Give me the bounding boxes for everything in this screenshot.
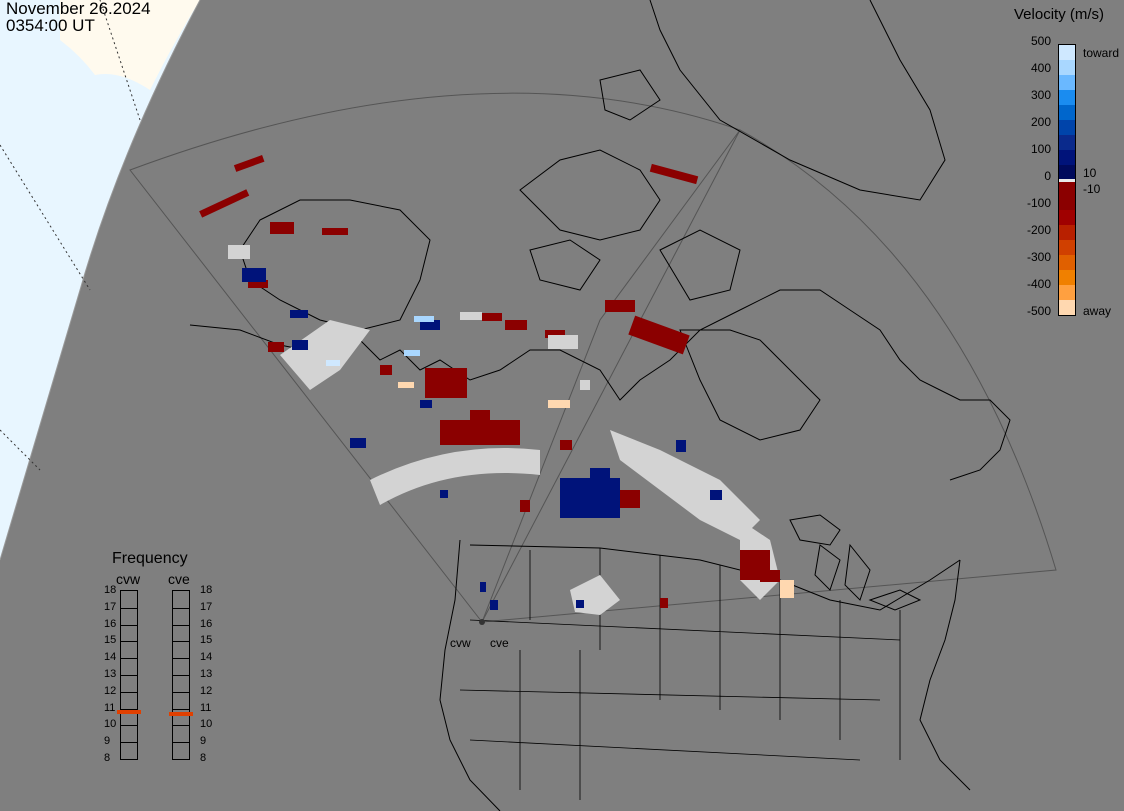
colorbar-tick: 100 — [1030, 142, 1051, 156]
date-label: November 26.2024 — [6, 0, 151, 18]
frequency-label: 15 — [200, 634, 213, 647]
scatter-away — [199, 155, 780, 608]
frequency-label: 12 — [200, 684, 213, 697]
colorbar-pos-label: 10 — [1083, 166, 1097, 180]
frequency-gridline — [173, 708, 189, 710]
frequency-gridline — [121, 607, 137, 609]
terminator-line — [0, 0, 201, 561]
land-outlines — [189, 0, 1011, 811]
scatter-toward — [242, 268, 722, 610]
colorbar-tick: 300 — [1030, 88, 1051, 102]
frequency-title: Frequency — [112, 550, 188, 567]
frequency-gridline — [121, 708, 137, 710]
colorbar-tick: -200 — [1026, 223, 1051, 237]
hudson-bay-outline — [679, 329, 821, 441]
frequency-label: 16 — [200, 617, 213, 630]
frequency-label: 12 — [104, 684, 117, 697]
frequency-radar-cve: cve — [168, 571, 190, 587]
scatter-band-plains — [570, 575, 620, 615]
frequency-label: 10 — [200, 718, 213, 731]
greenland-outline — [649, 0, 946, 201]
frequency-marker-cve — [169, 711, 193, 716]
frequency-gridline — [173, 607, 189, 609]
colorbar-away-label: away — [1083, 304, 1112, 318]
frequency-box-cve — [169, 590, 193, 760]
velocity-colorbar — [1058, 44, 1076, 316]
frequency-label: 18 — [104, 584, 117, 596]
frequency-marker-cvw — [117, 709, 141, 714]
colorbar-tick: -400 — [1026, 277, 1051, 291]
frequency-label: 13 — [200, 668, 213, 680]
us-east-coast-outline — [919, 559, 971, 791]
colorbar-tick: -500 — [1026, 304, 1051, 318]
frequency-gridline — [173, 641, 189, 643]
colorbar-zero-line — [1059, 179, 1075, 182]
frequency-label: 18 — [200, 584, 213, 596]
colorbar-tick: -100 — [1026, 196, 1051, 210]
frequency-label: 8 — [200, 752, 207, 764]
frequency-gridline — [121, 624, 137, 626]
frequency-gridline — [121, 691, 137, 693]
frequency-label: 10 — [104, 718, 117, 731]
frequency-gridline — [173, 675, 189, 676]
frequency-gridline — [121, 641, 137, 643]
scatter-band-east — [610, 430, 760, 540]
frequency-label: 16 — [104, 617, 117, 630]
frequency-gridline — [173, 624, 189, 626]
scatter-band-west — [280, 320, 370, 390]
daylight-region — [0, 0, 200, 560]
us-west-coast-outline — [439, 539, 501, 811]
grid-dotted — [0, 0, 141, 471]
scatter-accents — [228, 245, 794, 598]
frequency-gridline — [121, 742, 137, 744]
frequency-label: 17 — [200, 600, 213, 613]
frequency-gridline — [173, 691, 189, 693]
colorbar-tick: 400 — [1030, 61, 1051, 75]
frequency-radar-cvw: cvw — [116, 571, 141, 587]
time-label: 0354:00 UT — [6, 16, 95, 35]
colorbar-tick: 500 — [1030, 34, 1051, 48]
us-canada-border — [469, 544, 961, 611]
colorbar-toward-label: toward — [1083, 46, 1120, 60]
arctic-islands-outline — [519, 69, 741, 301]
alaska-outline — [239, 199, 431, 331]
frequency-gridline — [121, 725, 137, 727]
frequency-label: 13 — [104, 668, 117, 680]
frequency-label: 11 — [104, 701, 116, 714]
station-cvw-marker — [479, 619, 485, 625]
frequency-label: 14 — [200, 651, 213, 664]
frequency-gridline — [173, 658, 189, 660]
station-label-cvw: cvw — [450, 636, 471, 650]
frequency-label: 15 — [104, 634, 117, 647]
frequency-box-cvw — [117, 590, 141, 760]
frequency-label: 17 — [104, 600, 117, 613]
frequency-label: 14 — [104, 651, 117, 664]
radar-scatter — [199, 155, 794, 615]
ice-patch — [60, 0, 200, 90]
colorbar-tick: 0 — [1044, 169, 1051, 183]
frequency-gridline — [121, 658, 137, 660]
fov-cve — [481, 129, 1057, 623]
colorbar-title: Velocity (m/s) — [1014, 6, 1105, 23]
frequency-gridline — [173, 725, 189, 727]
fov-cvw — [129, 92, 741, 623]
colorbar-tick: -300 — [1026, 250, 1051, 264]
frequency-label: 11 — [200, 701, 212, 714]
state-borders — [459, 548, 901, 800]
frequency-gridline — [121, 675, 137, 676]
colorbar-tick: 200 — [1030, 115, 1051, 129]
frequency-gridline — [173, 742, 189, 744]
station-label-cve: cve — [490, 636, 509, 650]
great-lakes-outline — [789, 514, 922, 611]
frequency-label: 8 — [104, 752, 111, 764]
frequency-label: 9 — [200, 735, 207, 748]
northwest-coast-outline — [189, 289, 1011, 481]
scatter-band-main — [370, 448, 540, 505]
frequency-label: 9 — [104, 735, 111, 748]
colorbar-neg-label: -10 — [1083, 182, 1101, 196]
